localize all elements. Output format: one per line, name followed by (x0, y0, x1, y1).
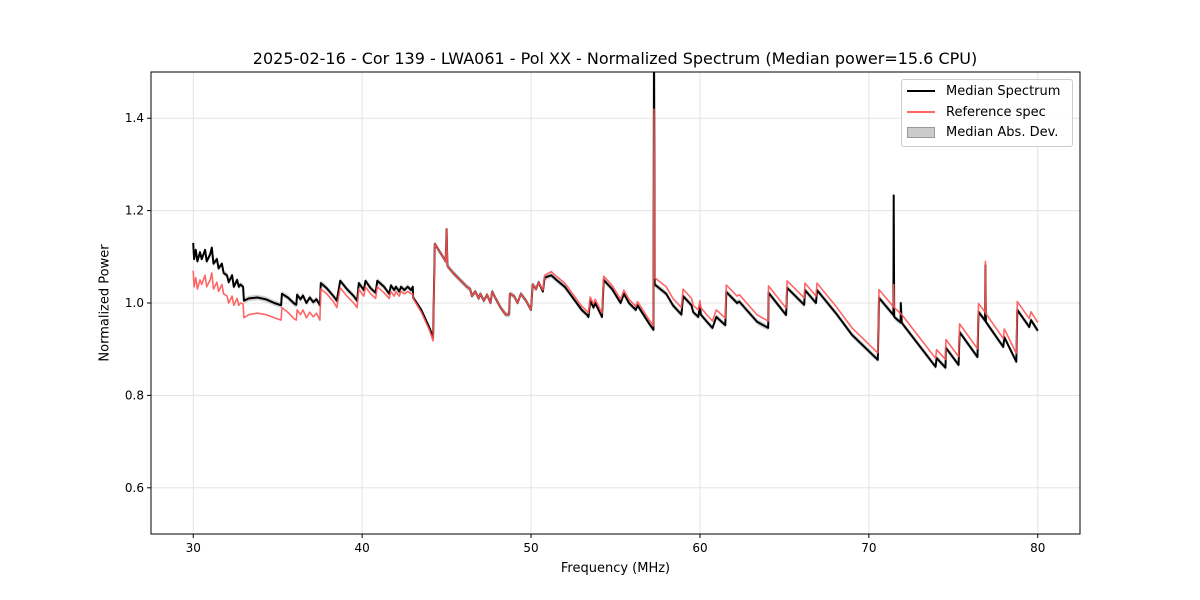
legend-item-mad: Median Abs. Dev. (907, 122, 1058, 142)
x-tick-label: 70 (861, 541, 876, 555)
legend-item-median: Median Spectrum (907, 81, 1060, 101)
legend: Median Spectrum Reference spec Median Ab… (901, 79, 1073, 147)
x-tick-label: 50 (523, 541, 538, 555)
y-tick-label: 1.2 (125, 204, 144, 218)
y-tick-label: 1.0 (125, 296, 144, 310)
y-tick-label: 0.8 (125, 388, 144, 402)
y-tick-label: 1.4 (125, 111, 144, 125)
legend-label: Reference spec (946, 104, 1046, 120)
chart-title: 2025-02-16 - Cor 139 - LWA061 - Pol XX -… (252, 49, 978, 68)
grid-lines (151, 72, 1080, 534)
y-tick-label: 0.6 (125, 481, 144, 495)
reference-spectrum-line (192, 108, 1039, 361)
legend-swatch-reference (907, 111, 935, 113)
y-axis-label: Normalized Power (97, 244, 113, 362)
legend-label: Median Spectrum (946, 83, 1061, 99)
x-tick-label: 40 (354, 541, 369, 555)
x-tick-label: 30 (186, 541, 201, 555)
x-axis-label: Frequency (MHz) (560, 561, 671, 576)
legend-label: Median Abs. Dev. (946, 124, 1059, 140)
legend-swatch-median (907, 90, 935, 92)
axis-ticks: 30 40 50 60 70 80 0.6 0.8 1.0 1.2 1.4 (125, 111, 1046, 555)
x-tick-label: 80 (1030, 541, 1045, 555)
legend-item-reference: Reference spec (907, 102, 1046, 122)
x-tick-label: 60 (692, 541, 707, 555)
legend-swatch-mad (907, 126, 935, 138)
